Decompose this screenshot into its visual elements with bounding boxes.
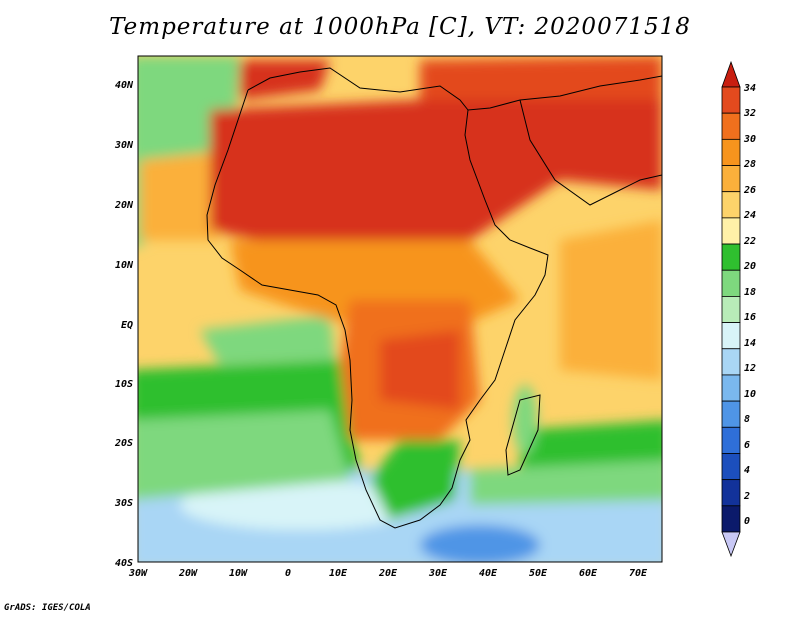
lat-label: EQ <box>121 320 133 331</box>
colorbar-label: 26 <box>743 185 756 196</box>
lon-label: 70E <box>629 568 648 579</box>
lon-label: 30E <box>428 568 448 579</box>
lat-label: 10N <box>115 260 134 271</box>
longitude-axis: 30W 20W 10W 0 10E 20E 30E 40E 50E 60E 70… <box>128 568 648 579</box>
lon-label: 30W <box>128 568 148 579</box>
lon-label: 60E <box>579 568 598 579</box>
colorbar: 34 32 30 28 26 24 22 20 18 16 14 12 10 8… <box>721 60 756 558</box>
colorbar-swatch <box>721 505 741 533</box>
colorbar-swatch <box>721 191 741 219</box>
lat-label: 10S <box>115 379 133 390</box>
colorbar-label: 0 <box>744 516 750 527</box>
colorbar-label: 6 <box>744 440 750 451</box>
colorbar-label: 2 <box>743 491 750 502</box>
colorbar-swatch <box>721 112 741 140</box>
lon-label: 10W <box>229 568 248 579</box>
colorbar-label: 18 <box>744 287 756 298</box>
coastlines <box>206 67 662 529</box>
colorbar-swatch <box>721 348 741 376</box>
map-title: Temperature at 1000hPa [C], VT: 20200715… <box>109 14 691 40</box>
colorbar-label: 34 <box>743 83 756 94</box>
colorbar-swatch <box>721 243 741 271</box>
colorbar-swatch <box>721 322 741 350</box>
colorbar-label: 20 <box>743 261 756 272</box>
colorbar-label: 8 <box>744 414 750 425</box>
colorbar-swatch <box>721 165 741 193</box>
colorbar-label: 4 <box>744 465 750 476</box>
lon-label: 0 <box>285 568 291 579</box>
temperature-field <box>138 56 662 562</box>
colorbar-label: 12 <box>744 363 756 374</box>
lon-label: 40E <box>479 568 498 579</box>
lon-label: 50E <box>529 568 548 579</box>
grads-credit: GrADS: IGES/COLA <box>4 603 91 613</box>
colorbar-swatch <box>721 374 741 402</box>
colorbar-swatch <box>721 86 741 114</box>
colorbar-swatch <box>721 453 741 481</box>
colorbar-label: 24 <box>743 210 756 221</box>
colorbar-label: 30 <box>743 134 756 145</box>
colorbar-label: 16 <box>744 312 756 323</box>
lat-label: 30N <box>114 140 134 151</box>
colorbar-label: 10 <box>744 389 756 400</box>
colorbar-swatch <box>721 400 741 428</box>
colorbar-label: 32 <box>743 108 756 119</box>
colorbar-label: 28 <box>743 159 756 170</box>
colorbar-swatch <box>721 479 741 507</box>
colorbar-label: 22 <box>743 236 756 247</box>
lat-label: 20S <box>114 438 133 449</box>
lon-label: 20W <box>178 568 198 579</box>
map-frame <box>137 55 663 563</box>
colorbar-swatch <box>721 138 741 166</box>
colorbar-top-arrow <box>721 60 741 88</box>
lat-label: 40S <box>115 558 133 569</box>
lon-label: 10E <box>329 568 348 579</box>
colorbar-swatch <box>721 426 741 454</box>
colorbar-bottom-arrow <box>721 531 741 558</box>
colorbar-swatch <box>721 217 741 245</box>
colorbar-swatch <box>721 269 741 297</box>
colorbar-label: 14 <box>744 338 756 349</box>
lat-label: 30S <box>114 498 133 509</box>
lat-label: 20N <box>114 200 134 211</box>
lon-label: 20E <box>378 568 398 579</box>
latitude-axis: 40N 30N 20N 10N EQ 10S 20S 30S 40S <box>114 80 134 569</box>
lat-label: 40N <box>115 80 134 91</box>
colorbar-swatch <box>721 296 741 323</box>
